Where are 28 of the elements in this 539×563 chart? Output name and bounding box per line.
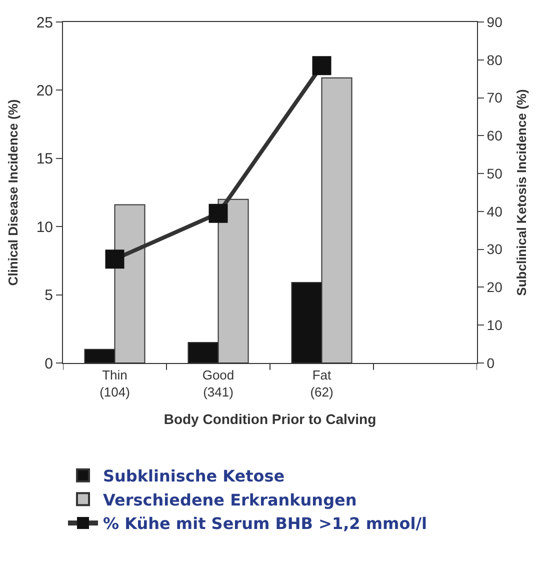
y-tick-label: 15 <box>36 150 53 168</box>
y2-tick-label: 10 <box>486 317 503 334</box>
point <box>312 56 332 76</box>
x-tick-label: Fat (62) <box>310 368 334 400</box>
y-tick-label: 25 <box>36 14 53 32</box>
legend-label: Subklinische Ketose <box>103 466 285 486</box>
y2-tick-label: 20 <box>486 279 503 296</box>
y2-tick-label: 60 <box>486 128 503 144</box>
y2-tick-label: 50 <box>486 165 503 182</box>
y-tick-label: 0 <box>44 355 53 372</box>
y2-tick-label: 90 <box>486 14 503 30</box>
x-axis-title: Body Condition Prior to Calving <box>164 410 376 427</box>
y2-tick-label: 40 <box>486 203 503 220</box>
x-tick-label: Thin (104) <box>100 368 130 400</box>
y-axis-title: Clinical Disease Incidence (%) <box>5 99 20 286</box>
legend-label: % Kühe mit Serum BHB >1,2 mmol/l <box>103 514 428 534</box>
y-tick-label: 10 <box>36 218 53 236</box>
y2-tick-label: 30 <box>486 241 503 258</box>
point <box>208 204 228 223</box>
point <box>105 250 124 269</box>
y2-axis-title: Subclinical Ketosis Incidence (%) <box>514 89 530 296</box>
y2-tick-label: 70 <box>486 90 503 106</box>
y2-tick-label: 80 <box>486 52 503 68</box>
y-tick-label: 20 <box>36 82 53 100</box>
legend-label: Verschiedene Erkrankungen <box>103 490 357 510</box>
x-tick-label: Good (341) <box>202 368 234 400</box>
y-tick-label: 5 <box>44 287 53 304</box>
y2-tick-label: 0 <box>486 354 495 371</box>
